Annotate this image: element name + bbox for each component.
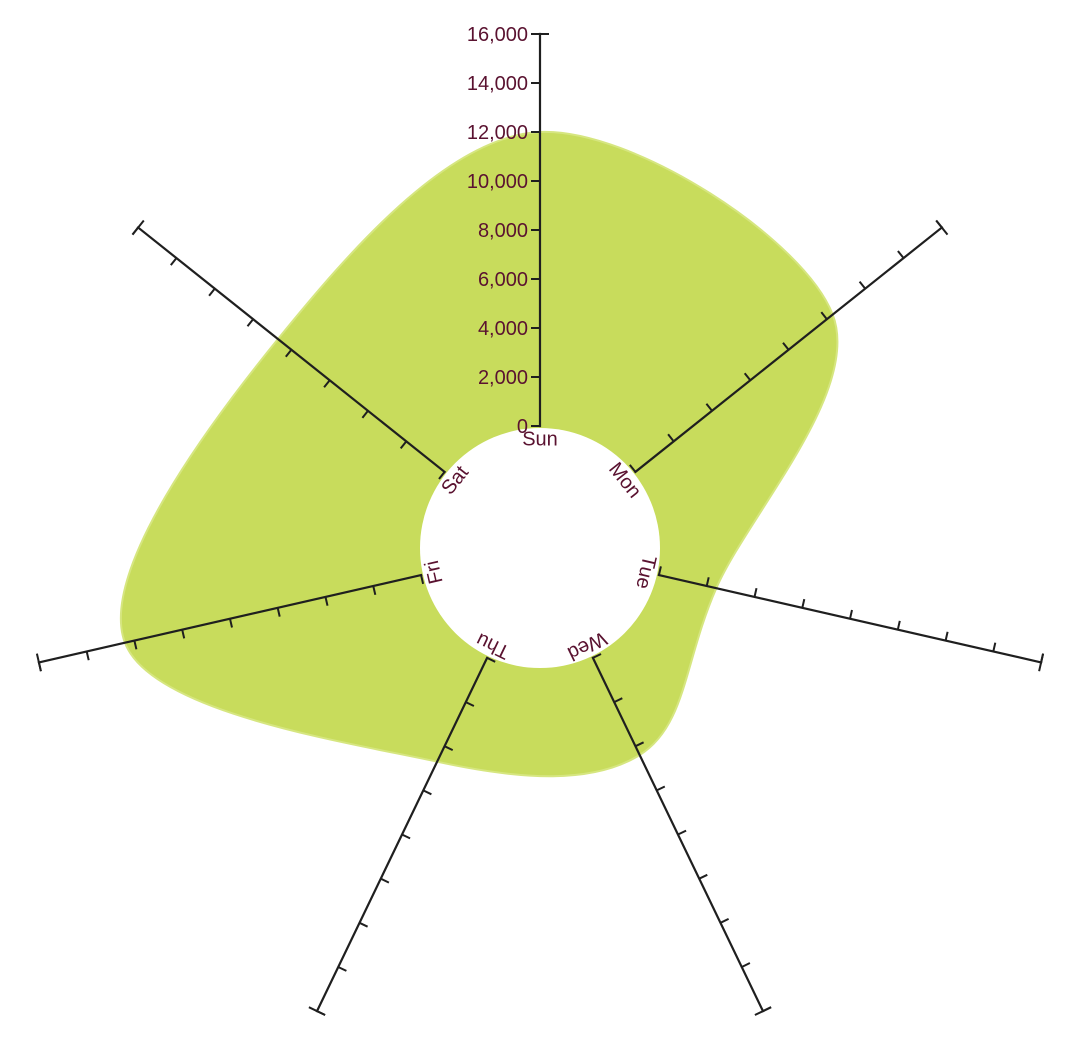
axis-tick [285,349,293,358]
axis-tick [276,607,281,617]
axis-tick [361,410,369,419]
axis-sun [531,32,549,428]
axis-tick [444,745,454,752]
axis-tick [181,629,186,639]
value-tick-label: 16,000 [467,24,528,46]
axis-end-cap [131,219,145,236]
axis-tick [667,433,675,443]
axis-tick [359,921,369,928]
axis-end-cap [308,1006,326,1016]
axis-tick [720,917,730,924]
axis-tick [486,656,496,663]
axis-tick [657,566,662,576]
axis-tick [613,697,623,704]
axis-tick [698,873,708,880]
axis-tick [801,598,806,609]
axis-tick [337,966,347,972]
axis-tick [677,829,687,836]
axis-tick [849,609,853,620]
axis-tick [629,464,637,473]
axis-sat [131,219,447,480]
axis-tick [705,577,710,587]
value-tick-label: 6,000 [478,269,528,291]
axis-tick [422,789,432,796]
axis-end-cap [35,653,42,672]
axis-line [37,573,423,664]
category-label-fri: Fri [421,558,448,586]
axis-tick [372,585,377,596]
axis-end-cap [1038,653,1045,672]
axis-tick [229,618,233,628]
axis-tick [897,250,905,259]
axis-tick [170,257,178,266]
axis-tick [741,962,751,968]
axis-tick [656,785,666,792]
axis-tick [401,833,411,840]
axis-tick [399,440,408,450]
axis-tick [705,403,713,412]
value-tick-label: 4,000 [478,318,528,340]
axis-thu [308,656,496,1016]
axis-tick [380,877,390,884]
axis-tick [944,631,949,641]
axis-tick [858,280,866,290]
axis-tick [208,287,216,297]
axis-fri [35,573,425,672]
axis-tick [592,653,602,659]
axis-tue [657,566,1045,672]
axis-tick [465,701,475,707]
axis-tick [896,620,901,630]
value-tick-label: 2,000 [478,367,528,389]
axis-tick [743,372,752,381]
value-tick-label: 0 [517,416,528,438]
axis-end-cap [754,1006,772,1016]
value-tick-label: 14,000 [467,73,528,95]
axis-tick [324,596,329,606]
axis-tick [438,471,446,480]
value-tick-label: 10,000 [467,171,528,193]
axis-tick [753,587,758,598]
axis-tick [133,640,138,650]
axis-tick [820,311,828,320]
axis-tick [992,642,997,652]
axis-line [591,656,765,1013]
axis-mon [629,219,949,474]
axis-tick [246,318,254,327]
axis-tick [420,574,425,585]
axis-wed [591,653,772,1016]
center-hole [420,428,660,668]
value-tick-label: 8,000 [478,220,528,242]
category-label-sun: Sun [522,429,558,451]
axis-tick [782,342,790,351]
axis-end-cap [935,219,949,236]
axis-line [633,225,944,474]
axis-tick [635,741,645,748]
axis-tick [323,379,331,388]
value-tick-label: 12,000 [467,122,528,144]
axis-tick [85,651,90,661]
